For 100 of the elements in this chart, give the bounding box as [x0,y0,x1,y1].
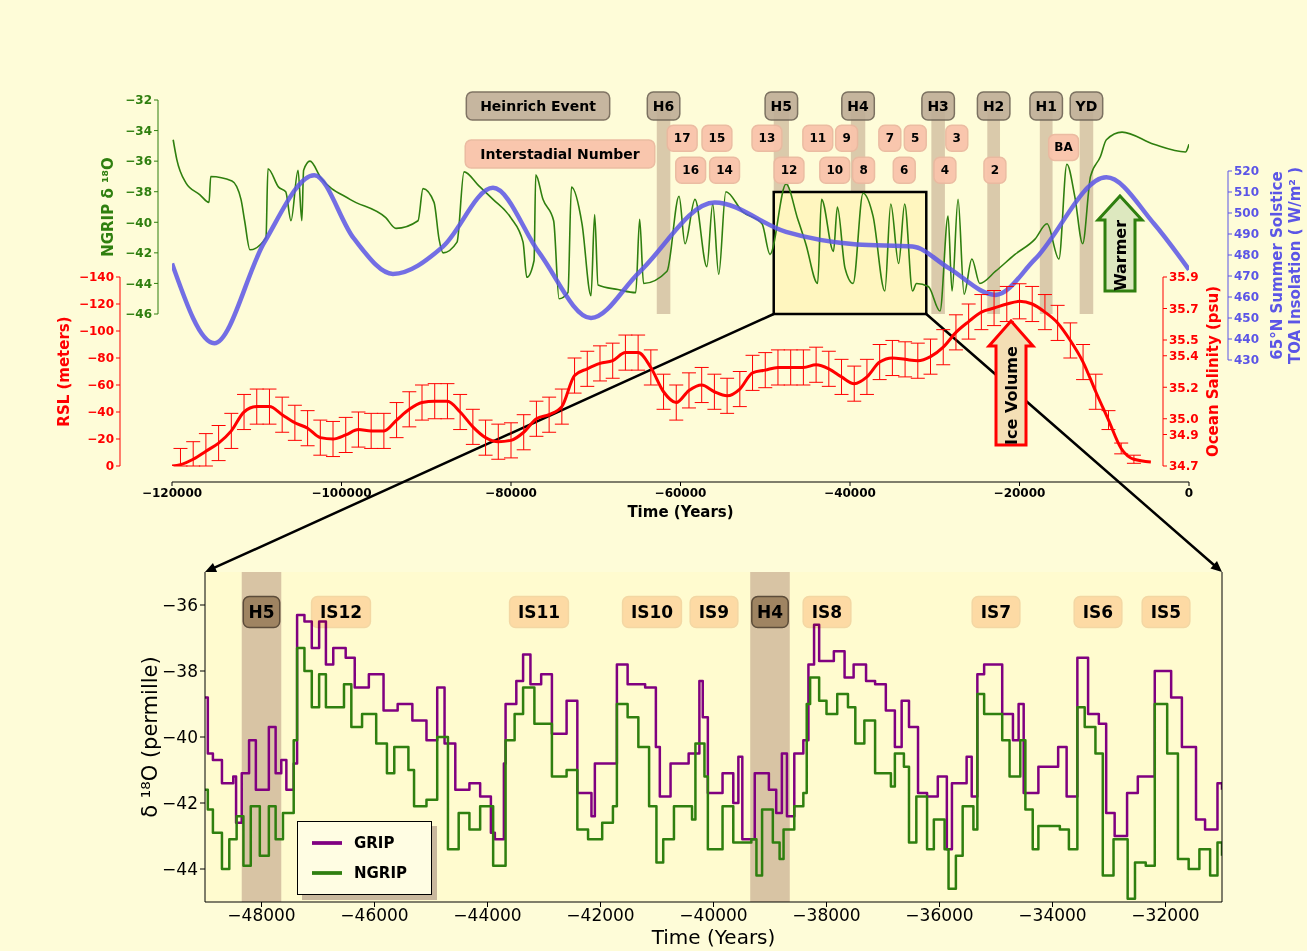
y-tick-label: −100 [78,324,114,339]
annotation: 5 [911,131,920,146]
y2-tick-label: 490 [1234,227,1260,242]
annotation: 3 [952,131,961,146]
y-tick-label: −40 [125,215,152,230]
annotation: IS12 [319,602,363,622]
y-tick-label: 0 [105,459,114,474]
y-tick-label: −34 [125,123,152,138]
band-label: H5 [248,602,275,622]
y-tick-label: −42 [125,246,152,261]
y2-tick-label: 430 [1234,353,1260,368]
annotation: Heinrich Event [480,98,597,114]
y2-tick-label: 460 [1234,290,1260,305]
x-tick-label: 0 [1184,485,1194,500]
y-tick-label: −40 [87,405,114,420]
y-tick-label: −42 [162,793,198,814]
y2-tick-label: 520 [1234,164,1260,179]
annotation: 4 [940,163,950,178]
y2-tick-label: 510 [1234,185,1260,200]
x-tick-label: −48000 [227,905,296,926]
band-label: H5 [770,98,793,114]
x-axis-title: Time (Years) [650,925,776,949]
y-axis-title: NGRIP δ ¹⁸O [99,157,118,257]
y-tick-label: −80 [87,351,114,366]
x-tick-label: −100000 [311,485,372,500]
x-tick-label: −32000 [1131,905,1200,926]
y-tick-label: −38 [125,184,152,199]
y2-tick-label: 34.9 [1169,427,1199,442]
y2-tick-label: 35.9 [1169,270,1199,285]
annotation: 14 [716,163,733,178]
annotation: Warmer [1110,219,1130,292]
x-tick-label: −20000 [993,485,1046,500]
annotation: IS9 [698,602,730,622]
y-tick-label: −38 [162,661,198,682]
y2-tick-label: 35.4 [1169,349,1199,364]
legend-label: NGRIP [354,863,407,882]
y-tick-label: −40 [162,727,198,748]
x-tick-label: −46000 [340,905,409,926]
y-tick-label: −44 [162,859,198,880]
y2-tick-label: 440 [1234,332,1260,347]
annotation: 2 [990,163,1000,178]
x-tick-label: −120000 [141,485,203,500]
annotation: IS6 [1082,602,1114,622]
band-label: H6 [652,98,675,114]
x-tick-label: −38000 [792,905,861,926]
x-tick-label: −40000 [679,905,748,926]
y2-tick-label: 470 [1234,269,1260,284]
band-label: H3 [927,98,949,114]
annotation: 15 [708,131,726,146]
annotation: Interstadial Number [480,146,640,162]
band-label: H2 [982,98,1005,114]
annotation: Ice Volume [1001,345,1021,445]
y2-tick-label: 35.0 [1169,412,1199,427]
annotation: IS11 [517,602,561,622]
band-label: H1 [1035,98,1057,114]
y2-tick-label: 450 [1234,311,1260,326]
y2-axis-title: Ocean Salinity (psu) [1204,285,1223,458]
y-tick-label: −20 [87,432,114,447]
band-label: YD [1074,98,1098,114]
y2-tick-label: 500 [1234,206,1260,221]
band-label: H4 [847,98,870,114]
y-axis-title: δ ¹⁸O (permille) [138,656,163,818]
legend-label: GRIP [354,833,395,852]
y2-tick-label: 480 [1234,248,1260,263]
x-tick-label: −60000 [654,485,707,500]
y-tick-label: −32 [125,93,152,108]
annotation: 16 [682,163,700,178]
y-axis-title: RSL (meters) [55,316,74,427]
annotation: IS7 [980,602,1012,622]
y2-tick-label: 35.7 [1169,301,1199,316]
band-label: H4 [756,602,784,622]
y-tick-label: −46 [125,307,152,322]
y-tick-label: −36 [125,154,152,169]
y2-axis-title: 65°N Summer Solstice TOA Insolation ( W/m² ) [1268,166,1305,365]
annotation: 9 [842,131,851,146]
x-tick-label: −36000 [905,905,974,926]
annotation: 17 [673,131,691,146]
y-tick-label: −36 [162,595,198,616]
y2-tick-label: 35.5 [1169,333,1199,348]
annotation: 12 [780,163,798,178]
x-tick-label: −34000 [1018,905,1087,926]
y-tick-label: −44 [125,276,152,291]
x-tick-label: −44000 [453,905,522,926]
annotation: 10 [826,163,844,178]
annotation: 8 [859,163,868,178]
annotation: IS5 [1150,602,1182,622]
annotation: BA [1054,140,1074,155]
y-tick-label: −120 [78,297,114,312]
annotation: 13 [758,131,776,146]
y-tick-label: −140 [78,270,114,285]
annotation: 11 [809,131,827,146]
annotation: 7 [885,131,895,146]
y2-tick-label: 35.2 [1169,380,1199,395]
y2-tick-label: 34.7 [1169,459,1199,474]
x-tick-label: −42000 [566,905,635,926]
x-tick-label: −80000 [485,485,537,500]
annotation: IS10 [630,602,674,622]
x-tick-label: −40000 [824,485,876,500]
annotation: IS8 [811,602,843,622]
y-tick-label: −60 [87,378,114,393]
